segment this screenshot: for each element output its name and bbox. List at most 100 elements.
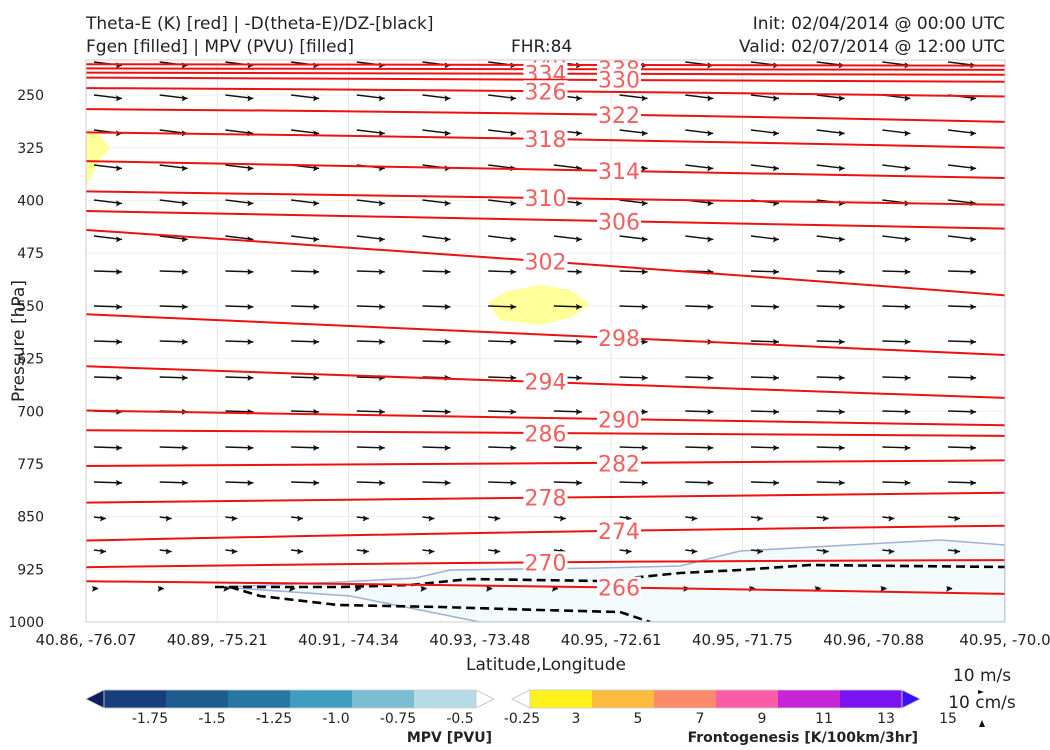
wind-arrow-head — [313, 338, 320, 345]
wind-arrow-head — [880, 585, 887, 592]
wind-arrow-head — [378, 444, 385, 451]
wind-arrow-head — [313, 374, 320, 381]
wind-arrow-head — [1036, 339, 1042, 345]
x-tick-label: 40.86, -76.07 — [36, 631, 137, 649]
wind-arrow-head — [116, 444, 122, 451]
colorbar-tick: 7 — [696, 711, 705, 727]
wind-arrow-head — [838, 236, 845, 243]
wind-arrow-head — [707, 374, 714, 381]
wind-arrow-head — [641, 374, 648, 381]
wind-arrow-head — [575, 408, 582, 415]
wind-arrow-head — [494, 515, 501, 522]
colorbar-tick: 13 — [877, 711, 895, 727]
wind-arrow-head — [486, 585, 493, 592]
colorbar-tick: -1.0 — [322, 711, 349, 727]
contour-label-326: 326 — [525, 80, 567, 105]
wind-arrow-head — [247, 374, 254, 381]
theta-e-contour-330 — [86, 76, 1005, 83]
contour-label-bg — [597, 68, 642, 91]
wind-arrow-head — [904, 95, 911, 102]
wind-arrow-head — [970, 338, 977, 345]
colorbar-segment — [654, 690, 717, 708]
wind-arrow-head — [904, 408, 911, 415]
wind-arrow-head — [181, 338, 188, 345]
wind-arrow-head — [247, 303, 254, 310]
contour-label-bg — [597, 103, 642, 126]
contour-label-bg — [597, 210, 642, 233]
theta-e-contour-298 — [86, 313, 1005, 357]
wind-arrow-head — [575, 236, 582, 243]
wind-arrow-head — [1036, 62, 1042, 68]
wind-arrow-head — [970, 479, 977, 486]
wind-arrow-head — [707, 130, 714, 137]
contour-label-298: 298 — [598, 327, 640, 352]
contour-label-270: 270 — [525, 551, 567, 576]
colorbar-outline — [529, 689, 903, 709]
colorbar-segment — [290, 690, 353, 708]
wind-arrow-head — [954, 548, 961, 555]
wind-arrow-head — [510, 374, 517, 381]
wind-arrow-head — [641, 165, 648, 172]
forecast-hour: FHR:84 — [511, 37, 573, 57]
wind-arrow-head — [378, 303, 385, 310]
wind-arrow-head — [707, 165, 714, 172]
wind-arrow-head — [1036, 480, 1042, 486]
wind-arrow-head — [904, 130, 911, 137]
theta-e-contour-290 — [86, 409, 1005, 427]
wind-arrow-head — [838, 130, 845, 137]
wind-arrow-head — [444, 268, 451, 275]
wind-arrow — [1014, 447, 1042, 448]
wind-arrow-head — [773, 408, 779, 415]
wind-arrow-head — [510, 338, 517, 345]
wind-arrow-head — [641, 408, 648, 415]
wind-arrow-head — [181, 165, 188, 172]
wind-arrow-head — [1036, 375, 1042, 381]
wind-arrow-head — [181, 303, 188, 310]
wind-arrow-head — [575, 200, 582, 207]
wind-arrow — [1014, 130, 1042, 133]
wind-arrow-head — [181, 479, 188, 486]
colorbar-segment — [778, 690, 841, 708]
wind-arrow-head — [970, 408, 977, 415]
chart-title-line1: Theta-E (K) [red] | -D(theta-E)/DZ-[blac… — [86, 14, 434, 34]
wind-arrow-head — [116, 268, 122, 275]
wind-arrow-head — [1036, 304, 1042, 310]
wind-arrow-head — [247, 165, 254, 172]
colorbar-extend-left — [511, 689, 531, 709]
wind-arrow-head — [757, 515, 763, 522]
wind-arrow-head — [510, 95, 517, 102]
wind-arrow-head — [510, 268, 517, 275]
wind-arrow-head — [1036, 409, 1042, 415]
wind-arrow-head — [181, 236, 188, 243]
wind-arrow-head — [313, 444, 320, 451]
colorbar-outline — [103, 689, 477, 709]
wind-arrow-head — [165, 515, 172, 522]
colorbar-label: MPV [PVU] — [407, 730, 492, 746]
contour-label-322: 322 — [598, 104, 640, 129]
y-tick-label: 250 — [17, 88, 44, 104]
wind-arrow-head — [838, 268, 845, 275]
contour-label-302: 302 — [525, 250, 567, 275]
y-tick-label: 700 — [17, 404, 44, 420]
wind-arrow-head — [904, 303, 911, 310]
wind-arrow-head — [313, 268, 320, 275]
wind-arrow-head — [641, 95, 648, 102]
wind-arrow-head — [641, 130, 648, 137]
theta-e-contour-274 — [86, 524, 1005, 542]
wind-arrow-head — [773, 338, 779, 345]
wind-arrow-head — [773, 444, 779, 451]
colorbar-segment — [104, 690, 167, 708]
wind-arrow-head — [313, 200, 320, 207]
x-tick-label: 40.95, -71.75 — [692, 631, 793, 649]
wind-arrow — [1014, 165, 1042, 168]
contour-label-bg — [597, 408, 642, 431]
wind-arrow-head — [691, 548, 698, 555]
y-axis-label: Pressure [hPa] — [9, 280, 29, 402]
wind-arrow-head — [1036, 130, 1042, 136]
wind-arrow-head — [313, 165, 320, 172]
colorbar-segment — [592, 690, 655, 708]
contour-label-306: 306 — [598, 210, 640, 235]
wind-arrow-head — [707, 408, 714, 415]
wind-arrow-head — [378, 408, 385, 415]
